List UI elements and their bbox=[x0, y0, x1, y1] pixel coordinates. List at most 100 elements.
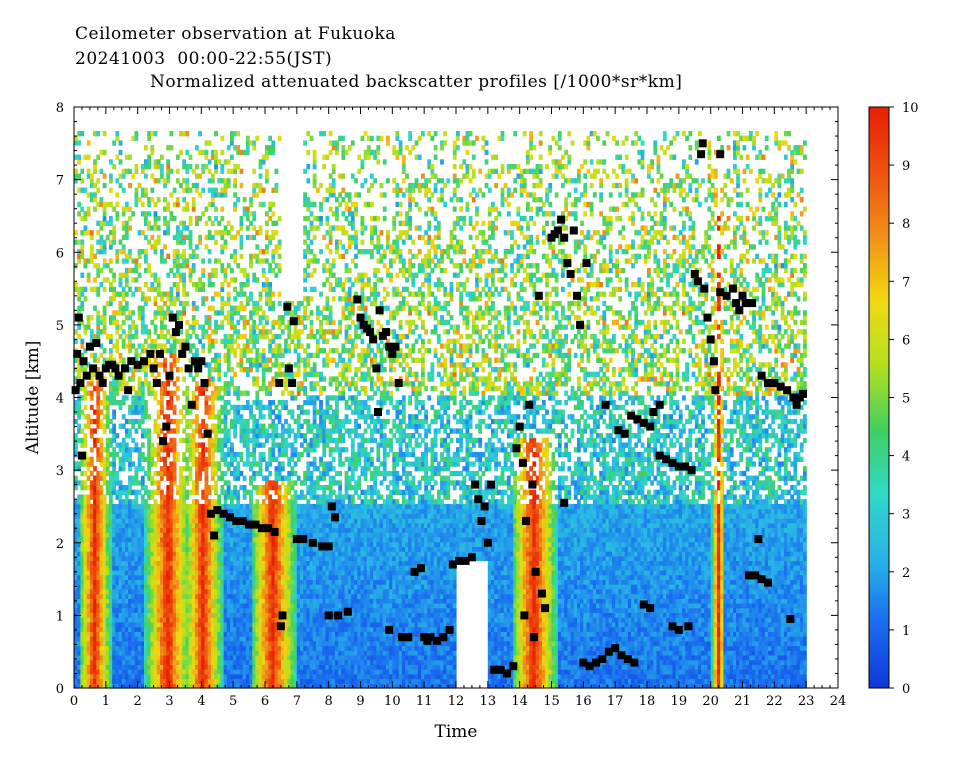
cloud-base-point bbox=[82, 371, 91, 380]
cloud-base-point bbox=[748, 299, 757, 308]
cloud-base-point bbox=[668, 458, 677, 467]
cloud-base-point bbox=[264, 524, 273, 533]
cloud-base-point bbox=[194, 364, 203, 373]
cloud-base-point bbox=[668, 622, 677, 631]
cloud-base-point bbox=[573, 291, 581, 300]
cloud-base-point bbox=[566, 270, 575, 278]
cloud-base-point bbox=[520, 611, 529, 620]
x-tick-label: 11 bbox=[416, 694, 433, 709]
cloud-base-point bbox=[799, 389, 807, 398]
cloud-base-point bbox=[525, 400, 534, 409]
cloud-base-point bbox=[410, 567, 419, 576]
cloud-base-point bbox=[703, 313, 712, 322]
cloud-base-point bbox=[219, 509, 228, 518]
cloud-base-point bbox=[356, 313, 365, 322]
backscatter-field bbox=[74, 131, 807, 689]
x-tick-label: 20 bbox=[702, 694, 719, 709]
cloud-base-point bbox=[709, 357, 718, 366]
cloud-base-point bbox=[232, 517, 241, 525]
cloud-base-point bbox=[738, 291, 747, 300]
axis-ticks bbox=[73, 106, 839, 689]
cloud-base-point bbox=[711, 386, 720, 395]
cloud-base-point bbox=[700, 284, 709, 293]
cloud-base-point bbox=[620, 429, 629, 438]
cloud-base-point bbox=[278, 611, 287, 620]
cloud-base-point bbox=[480, 502, 489, 511]
cloud-base-point bbox=[557, 215, 566, 224]
cloud-base-point bbox=[388, 349, 397, 358]
cloud-base-point bbox=[95, 371, 104, 380]
cloud-base-point bbox=[697, 150, 706, 159]
cloud-base-point bbox=[171, 328, 180, 337]
cloud-base-point bbox=[74, 313, 83, 322]
cloud-base-point bbox=[579, 658, 588, 667]
cloud-base-point bbox=[770, 379, 779, 387]
colorbar-tick-label: 6 bbox=[902, 333, 910, 348]
cloud-base-point bbox=[690, 270, 699, 278]
cloud-base-point bbox=[716, 150, 725, 159]
cloud-base-point bbox=[369, 335, 378, 344]
cloud-base-point bbox=[512, 444, 521, 453]
cloud-base-point bbox=[159, 437, 168, 446]
cloud-base-point bbox=[114, 371, 123, 380]
cloud-base-point bbox=[684, 622, 693, 631]
cloud-base-point bbox=[496, 665, 505, 674]
cloud-base-point bbox=[181, 342, 190, 351]
cloud-base-point bbox=[187, 400, 196, 409]
cloud-base-point bbox=[467, 553, 476, 562]
y-tick-label: 2 bbox=[56, 537, 64, 552]
cloud-base-point bbox=[706, 335, 715, 344]
cloud-base-point bbox=[537, 589, 546, 598]
cloud-base-point bbox=[662, 455, 671, 464]
chart-title: Normalized attenuated backscatter profil… bbox=[150, 72, 683, 92]
cloud-base-point bbox=[582, 259, 591, 268]
colorbar-tick-label: 3 bbox=[902, 508, 910, 523]
cloud-base-point bbox=[592, 658, 601, 667]
cloud-base-point bbox=[722, 291, 731, 300]
cloud-base-point bbox=[764, 379, 772, 387]
y-tick-label: 1 bbox=[56, 609, 64, 624]
colorbar-tick-label: 8 bbox=[902, 217, 910, 232]
cloud-base-point bbox=[73, 349, 82, 358]
cloud-base-point bbox=[614, 426, 623, 435]
cloud-base-point bbox=[299, 535, 308, 544]
cloud-base-point bbox=[531, 567, 540, 576]
cloud-base-point bbox=[598, 655, 607, 663]
colorbar-tick-label: 2 bbox=[902, 566, 910, 581]
cloud-base-point bbox=[439, 633, 448, 642]
cloud-base-point bbox=[152, 379, 161, 387]
cloud-base-point bbox=[155, 349, 164, 358]
cloud-base-point bbox=[331, 513, 339, 522]
cloud-base-point bbox=[487, 480, 495, 489]
cloud-base-point bbox=[735, 306, 744, 315]
cloud-base-point bbox=[197, 357, 206, 366]
cloud-base-point bbox=[674, 625, 683, 634]
header-date-range: 20241003 00:00-22:55(JST) bbox=[75, 49, 333, 69]
x-tick-label: 13 bbox=[480, 694, 497, 709]
cloud-base-point bbox=[92, 339, 101, 347]
x-tick-label: 8 bbox=[325, 694, 333, 709]
cloud-base-point bbox=[563, 259, 572, 268]
cloud-base-point bbox=[445, 625, 454, 634]
cloud-base-point bbox=[372, 364, 381, 373]
cloud-base-point bbox=[140, 357, 148, 366]
cloud-base-point bbox=[133, 360, 142, 369]
cloud-base-point bbox=[226, 513, 234, 522]
colorbar-tick-label: 10 bbox=[902, 101, 919, 116]
x-tick-label: 15 bbox=[543, 694, 560, 709]
cloud-base-point bbox=[397, 633, 406, 642]
cloud-base-point bbox=[483, 538, 492, 547]
colorbar-tick-label: 0 bbox=[902, 682, 910, 697]
colorbar-tick-label: 9 bbox=[902, 159, 910, 174]
cloud-base-point bbox=[751, 571, 760, 580]
x-tick-label: 24 bbox=[830, 694, 847, 709]
cloud-base-point bbox=[111, 364, 120, 373]
y-tick-label: 6 bbox=[56, 246, 64, 261]
cloud-base-point bbox=[324, 542, 333, 551]
cloud-base-point bbox=[639, 418, 648, 427]
cloud-base-point bbox=[757, 371, 766, 380]
y-tick-label: 5 bbox=[56, 319, 64, 334]
cloud-base-point bbox=[251, 520, 260, 529]
cloud-base-point bbox=[528, 480, 537, 489]
